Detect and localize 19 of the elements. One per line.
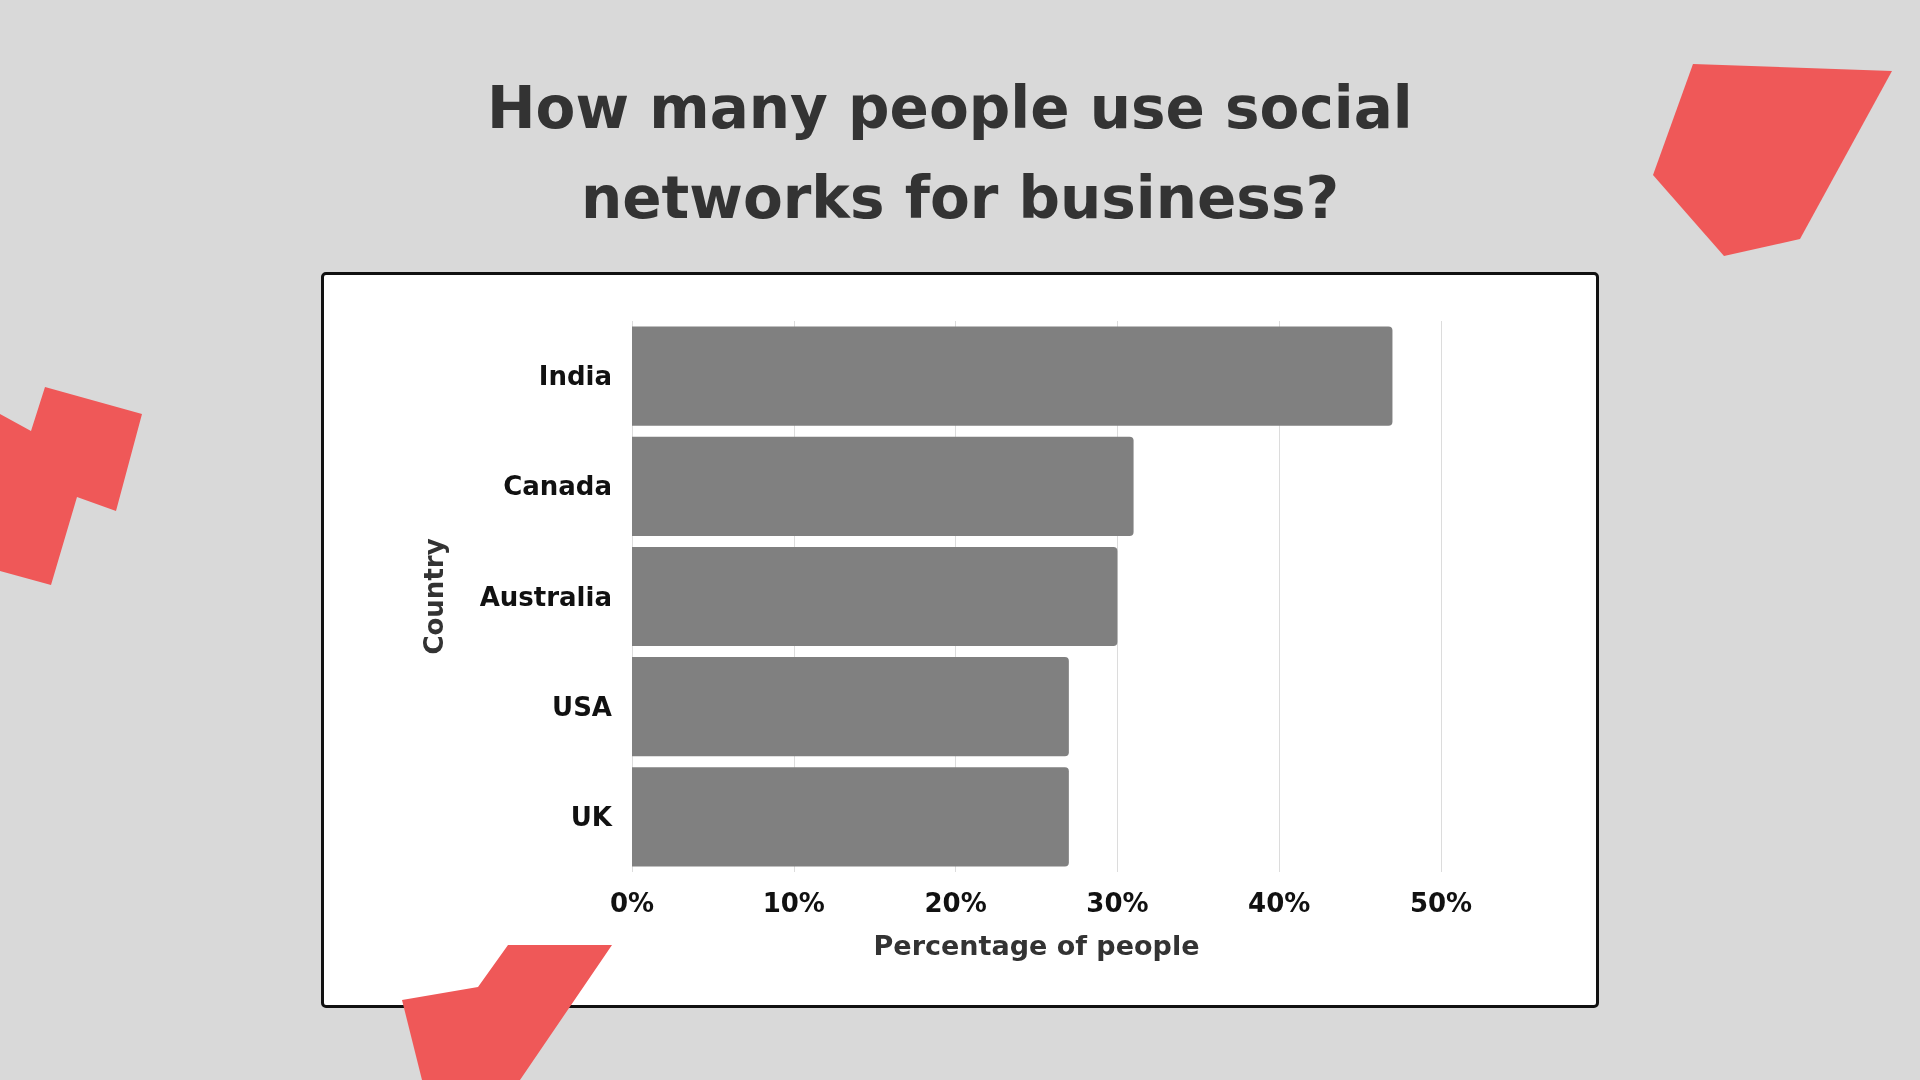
y-tick-label: Canada — [503, 471, 612, 502]
x-tick-label: 30% — [1086, 888, 1149, 918]
chart-title: How many people use social networks for business? — [487, 74, 1433, 232]
bar — [632, 657, 1069, 757]
x-axis-title: Percentage of people — [873, 930, 1200, 961]
bar — [632, 546, 1118, 647]
y-tick-label: India — [538, 361, 612, 392]
bar — [632, 767, 1069, 867]
x-tick-label: 50% — [1409, 888, 1473, 918]
x-tick-label: 0% — [609, 888, 655, 918]
y-tick-label: USA — [552, 691, 612, 722]
y-axis-title: Country — [419, 538, 449, 655]
y-tick-label: Australia — [479, 581, 612, 612]
bar — [632, 436, 1134, 536]
x-tick-label: 20% — [924, 888, 987, 918]
x-tick-label: 10% — [762, 888, 825, 918]
bar — [632, 326, 1393, 426]
y-tick-label: UK — [570, 801, 613, 832]
x-tick-label: 40% — [1248, 888, 1311, 918]
